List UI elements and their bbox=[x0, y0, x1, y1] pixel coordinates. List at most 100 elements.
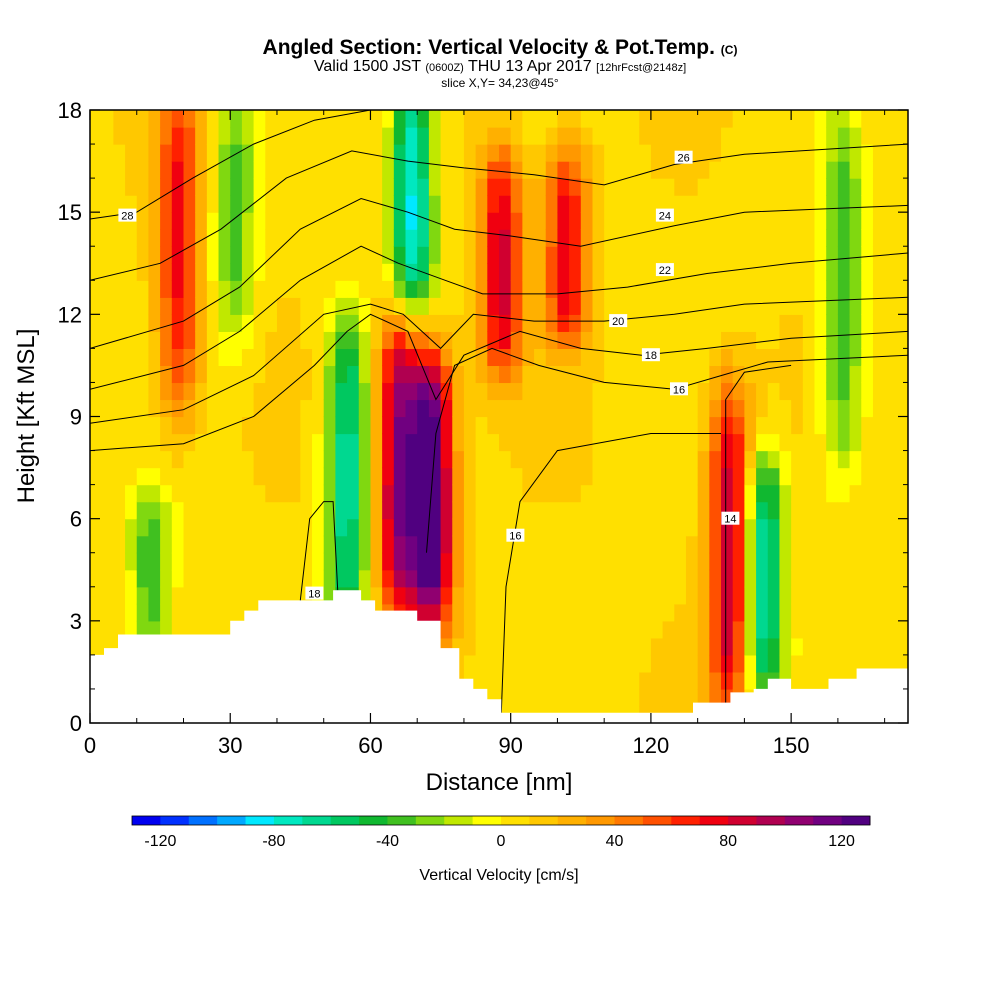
velocity-cell bbox=[650, 467, 664, 486]
velocity-cell bbox=[101, 433, 114, 452]
velocity-cell bbox=[896, 297, 908, 315]
velocity-cell bbox=[802, 450, 816, 469]
velocity-cell bbox=[160, 178, 173, 196]
colorbar-tick-label: 120 bbox=[828, 833, 855, 850]
velocity-cell bbox=[382, 297, 395, 315]
velocity-cell bbox=[218, 586, 231, 605]
velocity-cell bbox=[557, 671, 570, 690]
velocity-cell bbox=[428, 229, 442, 247]
velocity-cell bbox=[253, 229, 266, 247]
velocity-cell bbox=[206, 280, 220, 298]
velocity-cell bbox=[615, 212, 629, 230]
velocity-cell bbox=[650, 620, 664, 639]
velocity-cell bbox=[487, 127, 500, 145]
velocity-cell bbox=[428, 144, 442, 162]
velocity-cell bbox=[826, 450, 839, 469]
velocity-cell bbox=[218, 620, 231, 639]
velocity-cell bbox=[872, 501, 886, 520]
theta-contour-label: 16 bbox=[509, 531, 521, 543]
velocity-cell bbox=[557, 535, 570, 554]
velocity-cell bbox=[615, 382, 629, 401]
velocity-cell bbox=[814, 280, 827, 298]
velocity-cell bbox=[300, 280, 313, 298]
velocity-cell bbox=[510, 467, 523, 486]
velocity-cell bbox=[393, 331, 407, 349]
velocity-cell bbox=[896, 484, 908, 503]
velocity-cell bbox=[580, 127, 594, 145]
velocity-cell bbox=[756, 671, 769, 690]
velocity-cell bbox=[335, 280, 348, 298]
velocity-cell bbox=[884, 603, 897, 622]
velocity-cell bbox=[814, 212, 827, 230]
velocity-cell bbox=[113, 399, 126, 418]
velocity-cell bbox=[382, 450, 395, 469]
velocity-cell bbox=[592, 127, 605, 145]
velocity-cell bbox=[861, 161, 874, 179]
velocity-cell bbox=[323, 212, 336, 230]
velocity-cell bbox=[674, 212, 687, 230]
velocity-cell bbox=[452, 127, 465, 145]
velocity-cell bbox=[615, 365, 629, 384]
velocity-cell bbox=[171, 603, 185, 622]
velocity-cell bbox=[837, 518, 851, 537]
velocity-cell bbox=[452, 331, 465, 349]
velocity-cell bbox=[358, 195, 372, 213]
velocity-cell bbox=[101, 603, 114, 622]
velocity-cell bbox=[452, 416, 465, 435]
velocity-cell bbox=[826, 144, 839, 162]
velocity-cell bbox=[826, 637, 839, 656]
velocity-cell bbox=[475, 144, 488, 162]
velocity-cell bbox=[802, 501, 816, 520]
velocity-cell bbox=[428, 518, 442, 537]
velocity-cell bbox=[545, 212, 559, 230]
velocity-cell bbox=[347, 314, 360, 332]
velocity-cell bbox=[674, 263, 687, 281]
velocity-cell bbox=[90, 331, 103, 349]
velocity-cell bbox=[405, 229, 418, 247]
velocity-cell bbox=[697, 535, 710, 554]
velocity-cell bbox=[779, 433, 792, 452]
velocity-cell bbox=[510, 484, 523, 503]
velocity-cell bbox=[195, 569, 208, 588]
velocity-cell bbox=[697, 263, 710, 281]
velocity-cell bbox=[604, 501, 617, 520]
velocity-cell bbox=[650, 127, 664, 145]
velocity-cell bbox=[604, 212, 617, 230]
velocity-cell bbox=[534, 280, 547, 298]
velocity-cell bbox=[791, 297, 804, 315]
velocity-cell bbox=[312, 127, 325, 145]
velocity-cell bbox=[171, 212, 185, 230]
velocity-cell bbox=[872, 433, 886, 452]
velocity-cell bbox=[160, 127, 173, 145]
velocity-cell bbox=[276, 518, 290, 537]
velocity-cell bbox=[125, 518, 138, 537]
velocity-cell bbox=[195, 450, 208, 469]
velocity-cell bbox=[358, 586, 372, 605]
theta-contour-label-bg bbox=[670, 382, 688, 396]
velocity-cell bbox=[580, 161, 594, 179]
velocity-cell bbox=[113, 229, 126, 247]
velocity-cell bbox=[534, 603, 547, 622]
velocity-cell bbox=[195, 195, 208, 213]
velocity-cell bbox=[148, 603, 161, 622]
velocity-cell bbox=[323, 331, 336, 349]
velocity-cell bbox=[861, 365, 874, 384]
velocity-cell bbox=[802, 586, 816, 605]
velocity-cell bbox=[837, 654, 851, 673]
velocity-cell bbox=[756, 501, 769, 520]
velocity-cell bbox=[195, 535, 208, 554]
velocity-cell bbox=[615, 161, 629, 179]
velocity-cell bbox=[802, 144, 816, 162]
velocity-cell bbox=[697, 348, 710, 367]
velocity-cell bbox=[230, 552, 243, 571]
velocity-cell bbox=[136, 501, 150, 520]
velocity-cell bbox=[580, 671, 594, 690]
colorbar-swatch bbox=[188, 816, 218, 825]
velocity-cell bbox=[534, 365, 547, 384]
velocity-cell bbox=[347, 229, 360, 247]
velocity-cell bbox=[697, 195, 710, 213]
velocity-cell bbox=[837, 637, 851, 656]
velocity-cell bbox=[288, 195, 301, 213]
velocity-cell bbox=[615, 552, 629, 571]
velocity-cell bbox=[475, 433, 488, 452]
